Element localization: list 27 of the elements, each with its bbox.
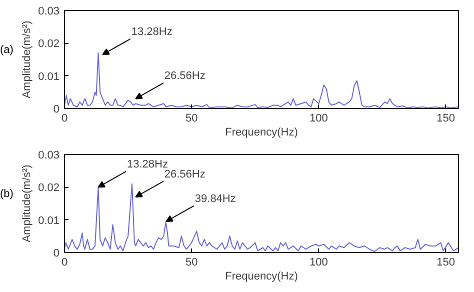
y-tick-label: 0.01 (38, 214, 60, 227)
x-tick-label: 0 (61, 112, 68, 124)
x-axis-title: Frequency(Hz) (225, 270, 298, 282)
x-tick-label: 50 (185, 256, 198, 268)
text: (b) (0, 187, 14, 202)
y-tick-label: 0.03 (38, 6, 60, 18)
y-tick-label: 0 (53, 104, 60, 116)
annotation: 13.28Hz (131, 26, 172, 38)
y-axis-title: Amplitude(m/s²) (21, 20, 34, 98)
y-axis-title: Amplitude(m/s²) (21, 164, 34, 242)
x-tick-label: 50 (185, 112, 198, 124)
x-tick-label: 100 (310, 112, 328, 124)
annotation: 39.84Hz (194, 192, 236, 205)
y-tick-label: 0 (53, 248, 60, 260)
x-axis-title: Frequency(Hz) (225, 126, 298, 138)
x-tick-label: 100 (310, 256, 328, 268)
text: (a) (0, 43, 14, 58)
y-tick-label: 0.02 (38, 182, 60, 194)
x-tick-label: 0 (61, 256, 68, 268)
y-tick-label: 0.02 (38, 38, 60, 50)
x-tick-label: 150 (436, 256, 455, 268)
x-tick-label: 150 (436, 112, 455, 124)
y-tick-label: 0.01 (38, 70, 60, 83)
annotation: 13.28Hz (126, 158, 168, 170)
annotation: 26.56Hz (164, 70, 206, 82)
y-tick-label: 0.03 (38, 150, 60, 162)
annotation: 26.56Hz (164, 168, 206, 180)
